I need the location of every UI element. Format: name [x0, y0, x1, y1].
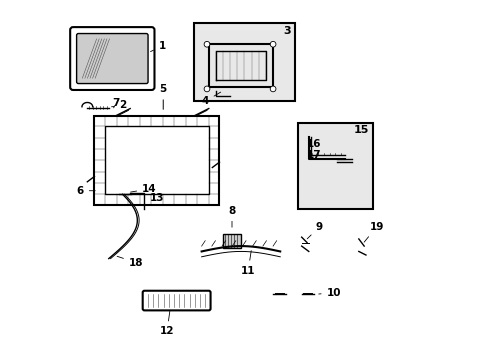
Text: 1: 1	[150, 41, 166, 51]
Text: 16: 16	[306, 139, 321, 149]
Text: 6: 6	[76, 186, 95, 196]
FancyBboxPatch shape	[70, 27, 154, 90]
Circle shape	[270, 86, 275, 92]
Text: 4: 4	[201, 92, 220, 107]
Text: 14: 14	[130, 184, 157, 194]
Text: 11: 11	[241, 251, 255, 276]
Circle shape	[270, 41, 275, 47]
Bar	[223, 234, 241, 248]
Text: 9: 9	[306, 222, 323, 239]
Bar	[298, 123, 372, 208]
Bar	[194, 23, 294, 102]
Text: 15: 15	[353, 125, 369, 135]
Text: 5: 5	[159, 84, 166, 109]
Text: 2: 2	[111, 100, 126, 111]
Text: 18: 18	[117, 256, 143, 267]
Text: 19: 19	[364, 222, 383, 242]
Text: 10: 10	[318, 288, 341, 297]
Circle shape	[203, 86, 209, 92]
FancyBboxPatch shape	[142, 291, 210, 310]
Text: 13: 13	[149, 193, 163, 203]
Text: 7: 7	[112, 98, 120, 108]
Text: 17: 17	[306, 150, 321, 160]
FancyBboxPatch shape	[77, 33, 148, 84]
Circle shape	[203, 41, 209, 47]
Text: 3: 3	[283, 26, 290, 36]
Text: 8: 8	[228, 206, 235, 227]
Text: 12: 12	[160, 311, 174, 337]
